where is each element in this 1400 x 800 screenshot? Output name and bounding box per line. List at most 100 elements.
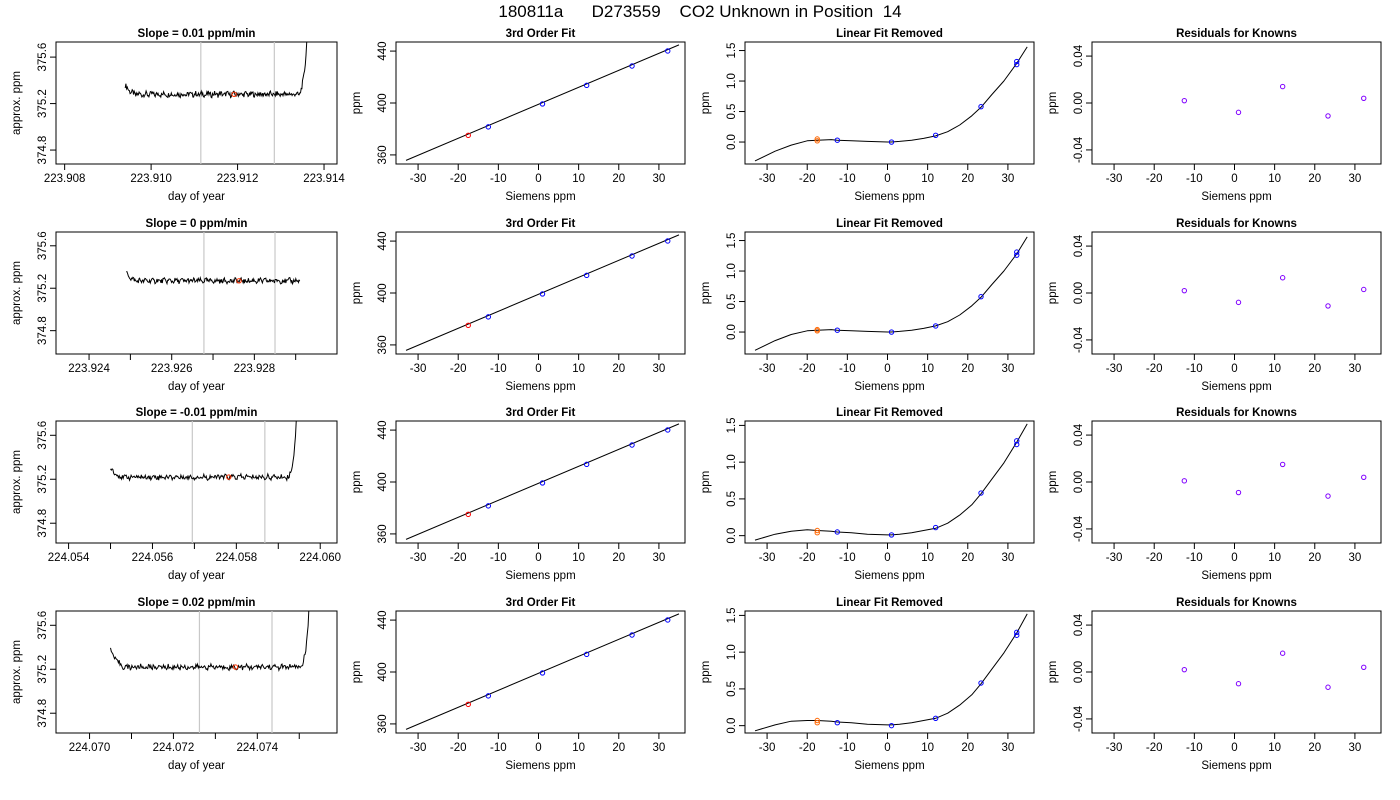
plot-frame <box>1091 610 1382 734</box>
known-point <box>665 48 671 54</box>
plot-data <box>405 234 680 351</box>
y-axis-label: ppm <box>351 92 363 114</box>
x-tick-label: 0 <box>1231 742 1237 754</box>
x-tick-label: 20 <box>961 173 974 185</box>
y-tick-label: 375.6 <box>37 231 49 260</box>
y-tick-label: 0.0 <box>726 324 738 340</box>
plot-frame <box>55 610 338 734</box>
residual-point <box>1235 299 1242 306</box>
plot-data <box>405 423 680 540</box>
panel-title: Linear Fit Removed <box>836 28 943 40</box>
panel-title: 3rd Order Fit <box>506 597 576 609</box>
y-tick-label: 1.0 <box>726 73 738 89</box>
y-tick-label: 440 <box>377 420 389 439</box>
x-tick-label: -10 <box>1186 742 1203 754</box>
x-tick-label: -30 <box>410 552 427 564</box>
y-tick-label: 1.5 <box>726 607 738 623</box>
sample-mean-point <box>232 664 239 670</box>
x-tick-label: 10 <box>1268 173 1281 185</box>
known-point <box>539 670 546 676</box>
x-axis-label: day of year <box>168 381 225 393</box>
known-point <box>932 715 939 722</box>
x-tick-label: -10 <box>1186 363 1203 375</box>
y-tick-label: 0.5 <box>726 104 738 120</box>
x-tick-label: 0 <box>1231 173 1237 185</box>
known-point <box>583 651 590 658</box>
y-tick-label: 1.0 <box>726 263 738 279</box>
y-axis-label: ppm <box>351 282 363 304</box>
panel-title: Residuals for Knowns <box>1176 28 1297 40</box>
x-tick-label: 10 <box>921 173 934 185</box>
residual-point <box>1279 650 1286 656</box>
x-tick-label: 30 <box>1002 552 1015 564</box>
x-tick-label: -20 <box>1146 363 1163 375</box>
residual-point <box>1235 109 1242 116</box>
x-tick-label: -10 <box>1186 173 1203 185</box>
x-tick-label: 0 <box>1231 363 1237 375</box>
x-tick-label: 20 <box>612 552 625 564</box>
unknown-point <box>814 527 820 534</box>
known-point <box>834 137 841 143</box>
x-axis-label: day of year <box>168 570 225 582</box>
panel-drift-r2: Slope = 0 ppm/min 223.924 223.926 223.928 37… <box>11 218 338 393</box>
x-tick-label: -10 <box>490 363 507 375</box>
unknown-point <box>814 530 820 536</box>
plot-frame <box>744 41 1035 165</box>
x-tick-label: 20 <box>961 363 974 375</box>
x-tick-label: 10 <box>572 363 585 375</box>
plot-data <box>754 423 1028 541</box>
residual-point <box>1361 664 1367 671</box>
y-tick-label: 0.00 <box>1073 92 1085 114</box>
known-point <box>1014 441 1020 448</box>
y-tick-label: 1.0 <box>726 644 738 660</box>
known-point <box>888 722 895 729</box>
residual-point <box>1279 461 1286 468</box>
x-axis-label: Siemens ppm <box>854 381 924 393</box>
y-tick-label: 375.6 <box>37 43 49 72</box>
unknown-point <box>814 717 820 724</box>
panel-linear-removed-r4: Linear Fit Removed -30 -20 -10 0 10 20 30 0.0 0.5… <box>700 597 1035 772</box>
panel-drift-r4: Slope = 0.02 ppm/min 224.070 224.072 224.07… <box>11 597 338 772</box>
y-axis-label: ppm <box>700 471 712 493</box>
y-tick-label: 360 <box>377 145 389 164</box>
x-tick-label: -20 <box>1146 552 1163 564</box>
x-tick-label: 224.058 <box>216 552 258 564</box>
plot-data <box>1181 275 1367 309</box>
x-tick-label: -10 <box>490 552 507 564</box>
y-tick-label: -0.04 <box>1073 326 1085 353</box>
x-tick-label: 223.908 <box>44 173 86 185</box>
plot-data <box>754 613 1028 732</box>
plot-frame <box>744 231 1035 355</box>
x-tick-label: 0 <box>884 552 890 564</box>
unknown-point <box>814 326 820 333</box>
plot-data <box>110 421 297 543</box>
x-tick-label: 20 <box>1308 363 1321 375</box>
known-point <box>1014 252 1020 258</box>
panel-title: 3rd Order Fit <box>506 218 576 230</box>
x-tick-label: 0 <box>535 742 541 754</box>
panel-title: Slope = -0.01 ppm/min <box>136 407 258 419</box>
y-axis-label: ppm <box>700 661 712 683</box>
known-point <box>888 532 895 538</box>
panel-fit-r3: 3rd Order Fit -30 -20 -10 0 10 20 30 360 400 440 Si… <box>351 407 686 582</box>
y-tick-label: 0.00 <box>1073 282 1085 304</box>
x-tick-label: 223.928 <box>234 363 276 375</box>
x-tick-label: 0 <box>884 173 890 185</box>
known-point <box>583 82 590 89</box>
x-tick-label: -30 <box>759 363 776 375</box>
y-tick-label: 374.8 <box>37 316 49 345</box>
plot-frame <box>1091 41 1382 165</box>
x-axis-label: Siemens ppm <box>1201 191 1271 203</box>
residual-point <box>1181 287 1188 294</box>
plot-frame <box>55 231 338 355</box>
x-tick-label: 10 <box>572 552 585 564</box>
unknown-point <box>465 322 471 329</box>
x-tick-label: -10 <box>839 363 856 375</box>
known-point <box>888 329 895 335</box>
x-tick-label: 223.912 <box>217 173 259 185</box>
residual-point <box>1235 489 1242 496</box>
x-tick-label: -30 <box>1106 363 1123 375</box>
panel-title: Slope = 0.02 ppm/min <box>138 597 256 609</box>
panel-linear-removed-r3: Linear Fit Removed -30 -20 -10 0 10 20 30 0.0 0.5… <box>700 407 1035 582</box>
x-tick-label: 224.074 <box>237 742 279 754</box>
